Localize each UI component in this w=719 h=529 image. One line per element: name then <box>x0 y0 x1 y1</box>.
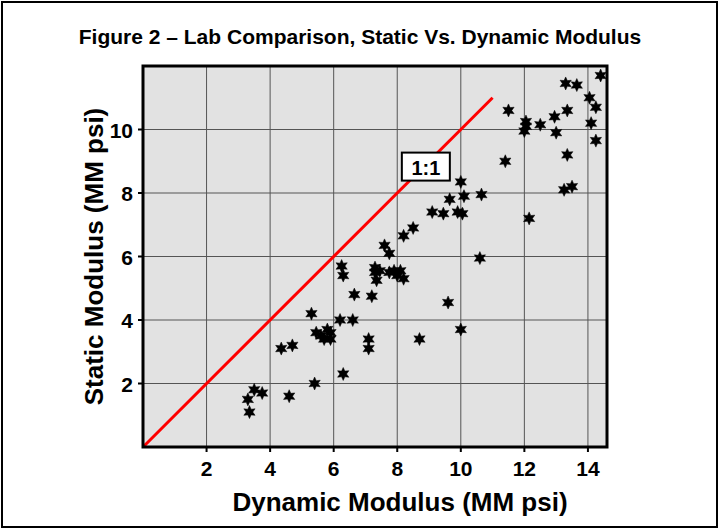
scatter-point <box>535 118 546 131</box>
scatter-point <box>338 367 349 380</box>
scatter-point <box>560 77 571 90</box>
scatter-point <box>562 104 573 117</box>
scatter-point <box>309 377 320 390</box>
plot-frame <box>143 66 607 447</box>
scatter-point <box>287 339 298 352</box>
scatter-point <box>571 79 582 92</box>
scatter-point <box>566 180 577 193</box>
annotation: 1:1 <box>411 157 440 179</box>
plot-background <box>143 66 607 447</box>
scatter-point <box>444 193 455 206</box>
figure-border <box>2 2 717 527</box>
y-tick-label: 4 <box>121 309 133 332</box>
scatter-point <box>595 69 606 82</box>
scatter-point <box>257 387 268 400</box>
scatter-point <box>476 188 487 201</box>
scatter-point <box>458 190 469 203</box>
scatter-point <box>414 333 425 346</box>
scatter-point <box>242 393 253 406</box>
scatter-point <box>384 247 395 260</box>
scatter-point <box>474 252 485 265</box>
scatter-point <box>427 206 438 219</box>
scatter-point <box>398 272 409 285</box>
scatter-point <box>590 101 601 114</box>
scatter-point <box>347 314 358 327</box>
scatter-point <box>585 117 596 130</box>
scatter-point <box>524 212 535 225</box>
x-tick-label: 14 <box>576 457 600 480</box>
scatter-point <box>442 296 453 309</box>
x-tick-label: 4 <box>264 457 276 480</box>
title: Figure 2 – Lab Comparison, Static Vs. Dy… <box>79 25 641 48</box>
y-tick-label: 6 <box>121 246 133 269</box>
x-tick-label: 10 <box>449 457 472 480</box>
scatter-point <box>408 221 419 234</box>
x-tick-label: 2 <box>201 457 213 480</box>
scatter-point <box>455 175 466 188</box>
x-axis-label: Dynamic Modulus (MM psi) <box>232 487 567 517</box>
grid-line <box>143 129 607 130</box>
scatter-point <box>457 207 468 220</box>
scatter-point <box>306 307 317 320</box>
annotation-box <box>402 153 450 181</box>
y-tick-label: 10 <box>110 119 133 142</box>
y-tick-label: 8 <box>121 182 133 205</box>
x-tick-label: 8 <box>391 457 403 480</box>
scatter-point <box>500 155 511 168</box>
scatter-point <box>338 269 349 282</box>
scatter-point <box>334 314 345 327</box>
scatter-point <box>284 390 295 403</box>
scatter-point <box>276 342 287 355</box>
scatter-point <box>551 126 562 139</box>
plot-marks <box>143 69 606 447</box>
chart: Figure 2 – Lab Comparison, Static Vs. Dy… <box>0 0 719 529</box>
scatter-point <box>584 91 595 104</box>
scatter-point <box>336 260 347 273</box>
grid-line <box>143 256 607 257</box>
scatter-point <box>325 326 336 339</box>
grid-line <box>143 193 607 194</box>
scatter-point <box>455 323 466 336</box>
scatter-point <box>438 207 449 220</box>
grid-line <box>143 320 607 321</box>
scatter-point <box>366 290 377 303</box>
y-axis-label: Static Modulus (MM psi) <box>79 108 109 406</box>
grid-line <box>143 383 607 384</box>
x-tick-label: 6 <box>328 457 340 480</box>
y-tick-label: 2 <box>121 373 133 396</box>
scatter-point <box>590 134 601 147</box>
line-series <box>143 98 493 447</box>
scatter-point <box>349 288 360 301</box>
scatter-point <box>549 110 560 123</box>
scatter-point <box>503 104 514 117</box>
scatter-point <box>562 148 573 161</box>
scatter-point <box>520 120 531 133</box>
scatter-point <box>244 406 255 419</box>
scatter-point <box>363 342 374 355</box>
x-tick-label: 12 <box>513 457 536 480</box>
